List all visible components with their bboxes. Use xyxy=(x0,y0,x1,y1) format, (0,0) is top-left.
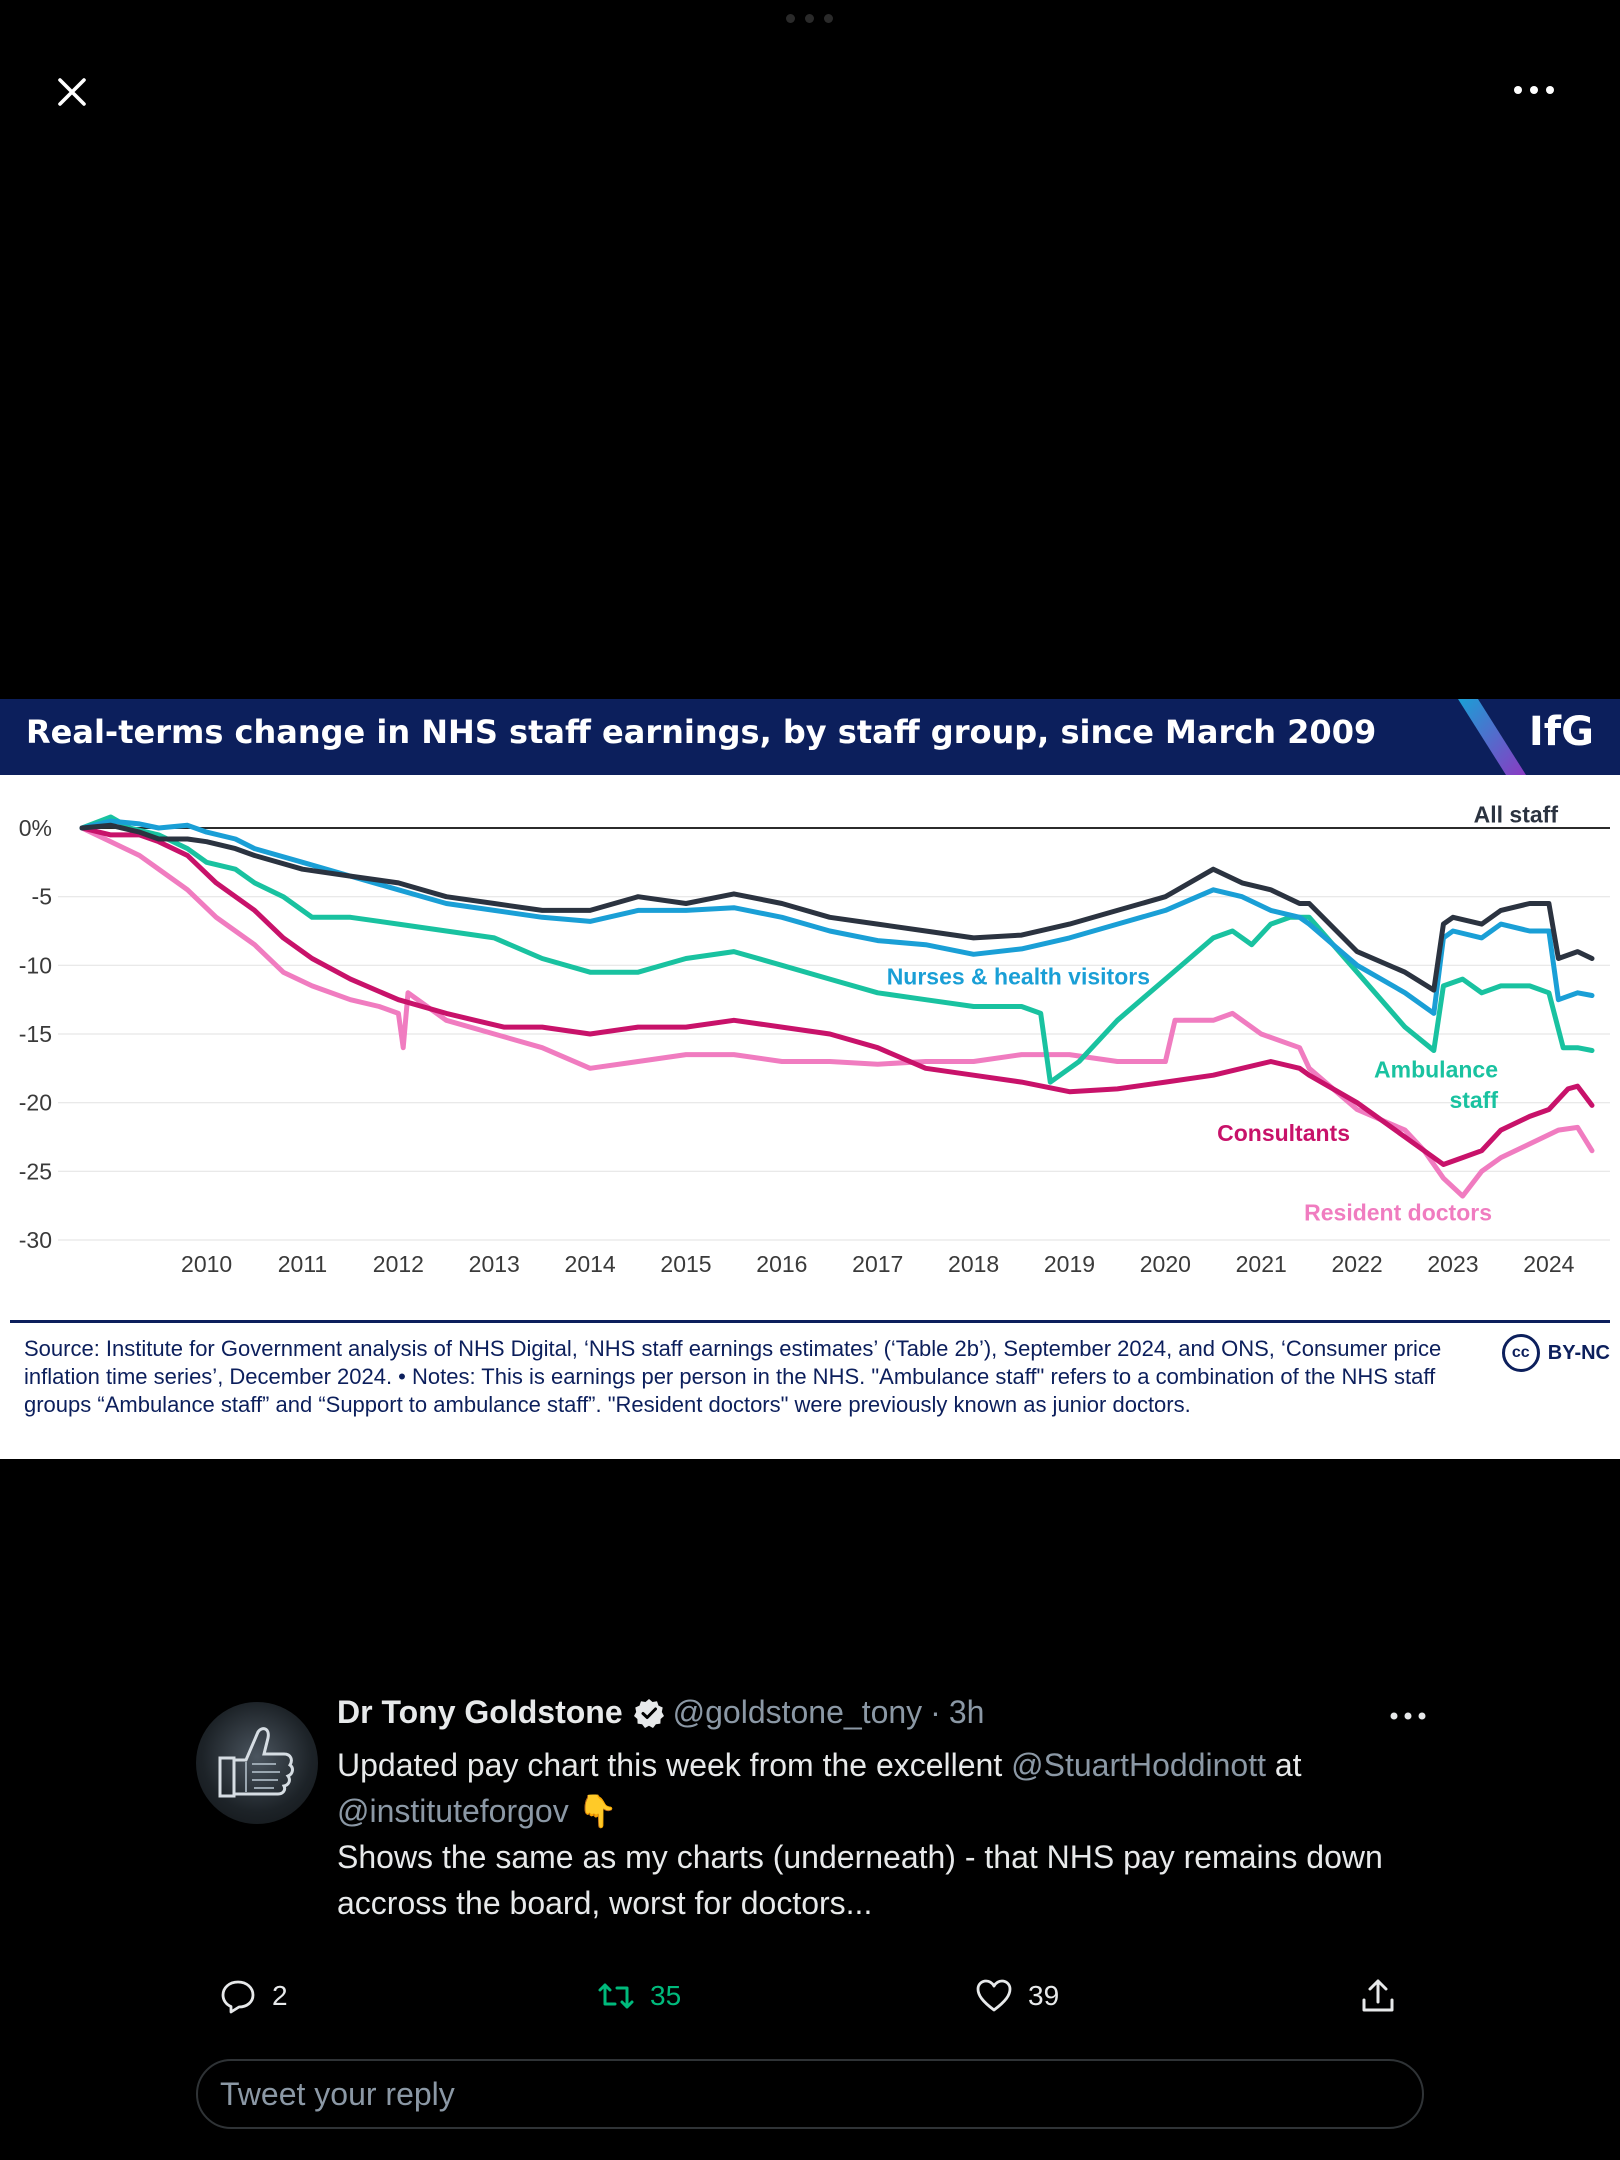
tweet-text: Updated pay chart this week from the exc… xyxy=(337,1742,1417,1926)
thumbs-up-hand-avatar-icon xyxy=(218,1727,294,1798)
reply-input[interactable]: Tweet your reply xyxy=(196,2059,1424,2129)
tweet-text-part: Updated pay chart this week from the exc… xyxy=(337,1747,1012,1783)
tweet-text-part: Shows the same as my charts (underneath)… xyxy=(337,1839,1383,1921)
reply-placeholder: Tweet your reply xyxy=(220,2075,455,2112)
series-line-ambulance-staff xyxy=(79,814,1595,1085)
pointing-down-emoji: 👇 xyxy=(577,1793,618,1829)
series-lines xyxy=(79,814,1595,1199)
x-tick-label: 2023 xyxy=(1427,1251,1478,1277)
x-tick-label: 2015 xyxy=(660,1251,711,1277)
avatar[interactable] xyxy=(196,1702,318,1824)
x-tick-label: 2013 xyxy=(469,1251,520,1277)
series-label: All staff xyxy=(1474,801,1559,827)
mention-link[interactable]: @instituteforgov xyxy=(337,1793,569,1829)
ifg-logo-stripe xyxy=(1458,699,1526,775)
retweet-icon xyxy=(598,1983,634,2009)
close-icon[interactable] xyxy=(52,72,92,112)
line-chart: 0% -5 -10 -15 -20 -25 -30 2010 2011 2012 2013 2014… xyxy=(19,801,1610,1277)
y-tick-label: -20 xyxy=(19,1090,52,1116)
x-tick-label: 2010 xyxy=(181,1251,232,1277)
chart-title: Real-terms change in NHS staff earnings,… xyxy=(26,713,1377,751)
x-tick-label: 2022 xyxy=(1332,1251,1383,1277)
x-tick-label: 2020 xyxy=(1140,1251,1191,1277)
x-tick-label: 2021 xyxy=(1236,1251,1287,1277)
series-line-nurses-health-visitors xyxy=(79,818,1595,1016)
series-line-resident-doctors xyxy=(79,825,1595,1199)
y-tick-label: -25 xyxy=(19,1158,52,1184)
x-tick-label: 2011 xyxy=(278,1251,327,1277)
license-badge: cc BY-NC xyxy=(1501,1334,1610,1372)
heart-icon xyxy=(976,1979,1012,2012)
mention-link[interactable]: @StuartHoddinott xyxy=(1011,1747,1266,1783)
retweet-button[interactable]: 35 xyxy=(596,1976,681,2016)
tweet-time[interactable]: 3h xyxy=(948,1694,985,1730)
creative-commons-icon: cc xyxy=(1501,1334,1540,1372)
x-tick-label: 2024 xyxy=(1523,1251,1574,1277)
source-divider xyxy=(10,1320,1610,1323)
series-label: Consultants xyxy=(1217,1120,1350,1146)
author-name[interactable]: Dr Tony Goldstone xyxy=(337,1694,623,1730)
verified-badge-icon xyxy=(633,1698,664,1728)
retweet-count: 35 xyxy=(650,1980,682,2011)
like-count: 39 xyxy=(1028,1980,1060,2011)
license-text: BY-NC xyxy=(1547,1341,1610,1364)
x-tick-label: 2012 xyxy=(373,1251,424,1277)
separator-dot: · xyxy=(930,1694,941,1730)
series-label: Ambulance xyxy=(1374,1057,1498,1083)
more-horizontal-icon[interactable] xyxy=(1510,78,1558,102)
y-axis-ticks: 0% -5 -10 -15 -20 -25 -30 xyxy=(19,815,52,1253)
x-tick-label: 2019 xyxy=(1044,1251,1095,1277)
source-note: Source: Institute for Government analysi… xyxy=(24,1336,1442,1417)
x-tick-label: 2014 xyxy=(565,1251,616,1277)
y-tick-label: 0% xyxy=(19,815,52,841)
share-icon xyxy=(1362,1979,1394,2012)
reply-count: 2 xyxy=(272,1980,288,2011)
tweet-text-part: at xyxy=(1265,1747,1302,1783)
series-line-consultants xyxy=(79,825,1595,1167)
chart-header: Real-terms change in NHS staff earnings,… xyxy=(0,699,1620,775)
y-tick-label: -30 xyxy=(19,1227,52,1253)
series-label: staff xyxy=(1449,1087,1498,1113)
x-tick-label: 2018 xyxy=(948,1251,999,1277)
y-tick-label: -15 xyxy=(19,1021,52,1047)
series-labels: All staff Nurses & health visitors Ambulan… xyxy=(887,801,1559,1225)
x-tick-label: 2016 xyxy=(756,1251,807,1277)
like-button[interactable]: 39 xyxy=(974,1976,1059,2016)
tweet-actions: 2 35 39 xyxy=(218,1976,1408,2022)
more-horizontal-icon[interactable] xyxy=(1388,1706,1428,1726)
drag-handle[interactable] xyxy=(786,14,833,23)
y-tick-label: -5 xyxy=(32,884,52,910)
x-tick-label: 2017 xyxy=(852,1251,903,1277)
series-label: Nurses & health visitors xyxy=(887,963,1150,989)
x-axis-ticks: 2010 2011 2012 2013 2014 2015 2016 2017 2018 2019… xyxy=(181,1251,1575,1277)
series-line-all-staff xyxy=(79,822,1595,993)
y-tick-label: -10 xyxy=(19,952,52,978)
author-handle[interactable]: @goldstone_tony xyxy=(672,1694,923,1730)
reply-icon xyxy=(221,1980,255,2014)
reply-button[interactable]: 2 xyxy=(218,1976,288,2016)
share-button[interactable] xyxy=(1358,1976,1398,2016)
ifg-logo: IfG xyxy=(1528,709,1594,755)
tweet-header: Dr Tony Goldstone @goldstone_tony · 3h xyxy=(337,1694,984,1731)
tweet-image[interactable]: Real-terms change in NHS staff earnings,… xyxy=(0,699,1620,1459)
series-label: Resident doctors xyxy=(1304,1200,1492,1226)
